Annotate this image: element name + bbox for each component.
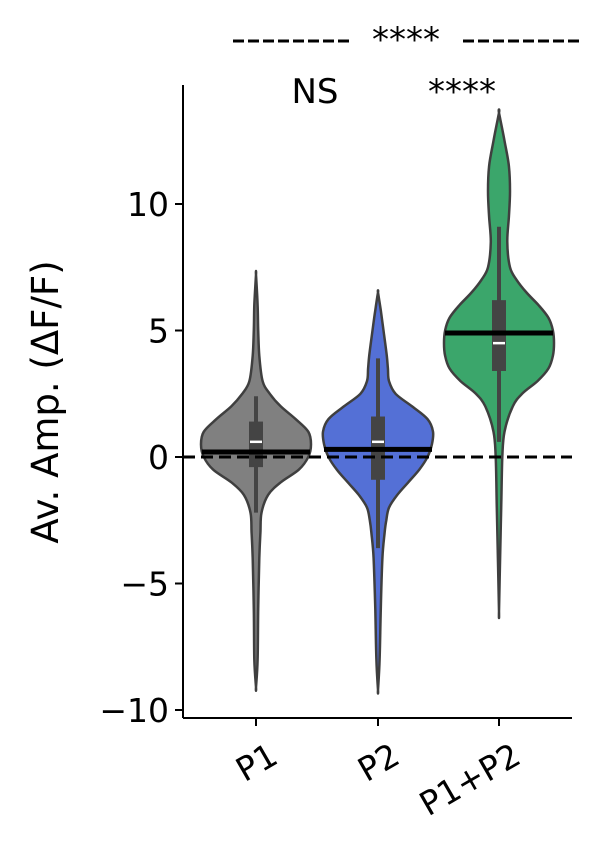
- y-tick-label: 5: [148, 312, 169, 351]
- iqr-box-2: [492, 300, 506, 371]
- y-tick-label: 0: [148, 438, 169, 477]
- sig-label-bracket: ****: [372, 20, 440, 60]
- y-axis-title: Av. Amp. (ΔF/F): [24, 260, 67, 543]
- x-tick-label: P1+P2: [413, 735, 527, 824]
- sig-label-p1p2: ****: [428, 72, 496, 112]
- sig-label-p1-p2: NS: [291, 72, 338, 112]
- y-tick-label: 10: [127, 185, 169, 224]
- x-tick-label: P2: [351, 735, 406, 789]
- y-tick-label: −5: [120, 565, 169, 604]
- zero-reference-line: [183, 330, 572, 459]
- iqr-box-0: [249, 421, 263, 468]
- significance-annotations: NS **** ****: [233, 20, 580, 112]
- violin-layer: [199, 108, 556, 695]
- x-tick-label: P1: [229, 735, 284, 789]
- y-tick-label: −10: [99, 691, 169, 730]
